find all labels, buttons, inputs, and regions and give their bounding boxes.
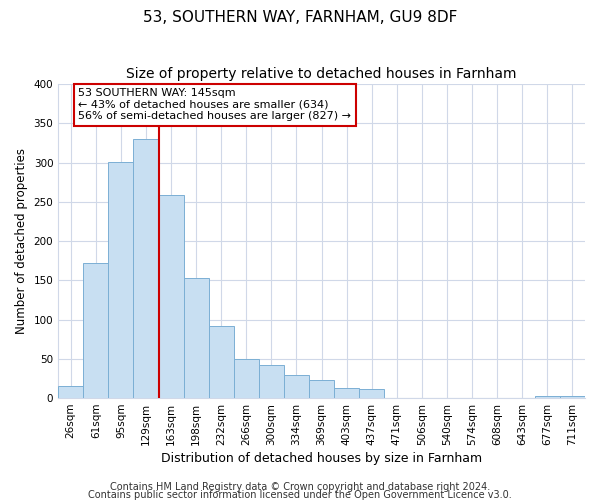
Bar bbox=[234, 359, 259, 398]
Bar bbox=[284, 376, 309, 398]
Bar bbox=[535, 396, 560, 398]
Bar bbox=[133, 139, 158, 398]
Bar bbox=[560, 396, 585, 398]
Y-axis label: Number of detached properties: Number of detached properties bbox=[15, 148, 28, 334]
Bar bbox=[334, 388, 359, 398]
Bar bbox=[259, 365, 284, 398]
Text: 53 SOUTHERN WAY: 145sqm
← 43% of detached houses are smaller (634)
56% of semi-d: 53 SOUTHERN WAY: 145sqm ← 43% of detache… bbox=[78, 88, 351, 121]
Bar bbox=[184, 278, 209, 398]
Bar bbox=[58, 386, 83, 398]
Bar bbox=[359, 390, 385, 398]
Title: Size of property relative to detached houses in Farnham: Size of property relative to detached ho… bbox=[127, 68, 517, 82]
Text: 53, SOUTHERN WAY, FARNHAM, GU9 8DF: 53, SOUTHERN WAY, FARNHAM, GU9 8DF bbox=[143, 10, 457, 25]
X-axis label: Distribution of detached houses by size in Farnham: Distribution of detached houses by size … bbox=[161, 452, 482, 465]
Bar bbox=[309, 380, 334, 398]
Text: Contains HM Land Registry data © Crown copyright and database right 2024.: Contains HM Land Registry data © Crown c… bbox=[110, 482, 490, 492]
Bar bbox=[109, 162, 133, 398]
Bar bbox=[209, 326, 234, 398]
Bar bbox=[158, 194, 184, 398]
Bar bbox=[83, 263, 109, 398]
Text: Contains public sector information licensed under the Open Government Licence v3: Contains public sector information licen… bbox=[88, 490, 512, 500]
